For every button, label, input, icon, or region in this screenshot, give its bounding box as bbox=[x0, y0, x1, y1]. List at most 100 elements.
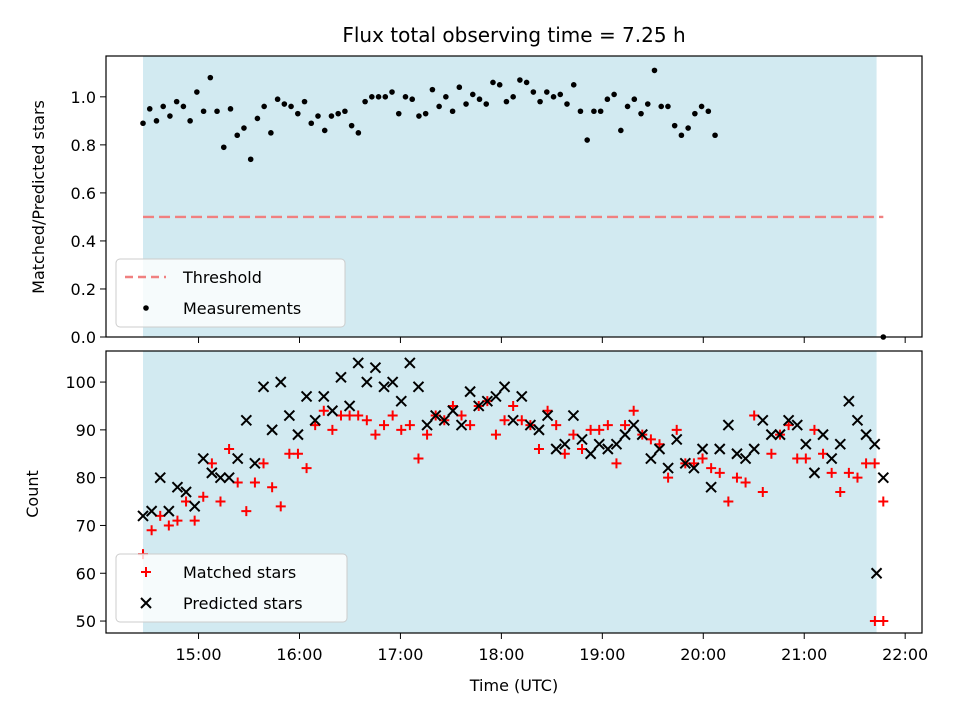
measurement-point bbox=[274, 96, 281, 103]
predicted-star-point bbox=[516, 390, 528, 403]
measurement-point bbox=[463, 101, 469, 107]
y-tick-label: 0.0 bbox=[71, 328, 96, 347]
measurement-point bbox=[335, 110, 341, 117]
matched-star-point bbox=[645, 434, 656, 445]
measurement-point bbox=[153, 118, 160, 124]
measurement-point bbox=[140, 120, 146, 127]
measurement-point bbox=[638, 110, 644, 117]
measurement-point bbox=[490, 79, 496, 86]
legend-measurement-swatch bbox=[143, 305, 149, 311]
predicted-star-point bbox=[395, 395, 407, 407]
predicted-star-point bbox=[197, 452, 209, 465]
matched-star-point bbox=[559, 448, 570, 459]
predicted-star-point bbox=[507, 414, 519, 427]
measurement-point bbox=[315, 113, 321, 119]
measurement-point bbox=[422, 110, 429, 117]
predicted-star-point bbox=[206, 467, 218, 479]
measurement-point bbox=[644, 101, 651, 107]
predicted-star-point bbox=[757, 414, 769, 427]
predicted-star-point bbox=[765, 428, 778, 441]
measurement-point bbox=[288, 103, 294, 110]
matched-star-point bbox=[447, 400, 458, 411]
measurement-point bbox=[449, 108, 456, 115]
measurement-point bbox=[705, 108, 712, 115]
predicted-star-point bbox=[369, 362, 382, 374]
matched-star-point bbox=[490, 429, 501, 440]
axes-frame bbox=[105, 55, 923, 338]
predicted-star-point bbox=[524, 419, 537, 431]
measurement-point bbox=[261, 103, 267, 110]
measurement-point bbox=[537, 98, 543, 105]
matched-star-point bbox=[551, 420, 562, 431]
measurement-point bbox=[207, 74, 214, 81]
matched-star-point bbox=[783, 420, 794, 431]
matched-star-point bbox=[275, 501, 286, 512]
matched-star-point bbox=[344, 410, 355, 421]
y-tick-label: 80 bbox=[76, 469, 96, 488]
y-tick-label: 100 bbox=[65, 373, 96, 392]
predicted-star-point bbox=[249, 457, 261, 470]
matched-star-point bbox=[628, 405, 639, 416]
predicted-star-point bbox=[576, 433, 588, 446]
measurement-point bbox=[496, 82, 503, 88]
measurement-point bbox=[631, 96, 638, 103]
measurement-point bbox=[227, 106, 234, 112]
predicted-star-point bbox=[275, 376, 287, 388]
matched-star-point bbox=[826, 467, 837, 478]
matched-star-point bbox=[163, 520, 174, 531]
measurement-point bbox=[146, 106, 153, 112]
measurement-point bbox=[247, 156, 254, 163]
matched-star-point bbox=[843, 467, 854, 478]
measurement-point bbox=[550, 94, 557, 100]
bottom-y-axis-label: Count bbox=[23, 470, 42, 518]
predicted-star-point bbox=[679, 457, 692, 470]
legend-matched-swatch bbox=[141, 567, 151, 577]
predicted-star-point bbox=[490, 390, 502, 403]
predicted-star-point bbox=[447, 405, 459, 417]
matched-star-point bbox=[318, 405, 329, 416]
predicted-star-point bbox=[851, 414, 864, 427]
chart-title: Flux total observing time = 7.25 h bbox=[342, 23, 685, 47]
measurement-point bbox=[456, 84, 463, 91]
matched-star-point bbox=[284, 448, 295, 459]
predicted-star-point bbox=[782, 414, 795, 427]
measurement-point bbox=[234, 132, 241, 139]
predicted-star-point bbox=[438, 414, 451, 427]
measurement-point bbox=[395, 110, 402, 117]
legend-box bbox=[115, 553, 348, 623]
measurement-point bbox=[342, 108, 348, 115]
matched-star-point bbox=[292, 448, 303, 459]
x-tick-label: 18:00 bbox=[478, 645, 524, 664]
matched-star-point bbox=[335, 410, 346, 421]
matched-star-point bbox=[749, 410, 760, 421]
y-tick-label: 1.0 bbox=[71, 88, 96, 107]
predicted-star-point bbox=[877, 471, 890, 484]
top-y-axis-label: Matched/Predicted stars bbox=[29, 100, 48, 294]
measurement-point bbox=[281, 101, 288, 107]
predicted-star-point bbox=[870, 567, 883, 579]
matched-star-point bbox=[249, 477, 260, 488]
predicted-star-point bbox=[808, 467, 821, 479]
matched-star-point bbox=[766, 448, 777, 459]
predicted-star-point bbox=[188, 500, 201, 513]
counts-panel: 50 60 70 80 90 100 15:00 16:00 17:00 18:00 19:00 20… bbox=[65, 350, 928, 664]
predicted-star-point bbox=[714, 443, 726, 455]
matched-star-point bbox=[620, 420, 631, 431]
legend-predicted-swatch bbox=[140, 597, 152, 609]
measurement-point bbox=[698, 103, 705, 110]
predicted-star-point bbox=[481, 395, 494, 407]
predicted-star-point bbox=[378, 381, 390, 393]
predicted-star-point bbox=[817, 428, 829, 441]
x-tick-label: 19:00 bbox=[579, 645, 625, 664]
predicted-star-point bbox=[602, 443, 614, 455]
matched-star-point bbox=[310, 420, 321, 431]
matched-star-point bbox=[714, 467, 725, 478]
measurement-point bbox=[651, 67, 658, 74]
measurement-point bbox=[665, 103, 671, 110]
matched-star-point bbox=[869, 616, 880, 627]
y-tick-label: 50 bbox=[76, 612, 96, 631]
matched-star-point bbox=[146, 525, 157, 536]
measurement-point bbox=[692, 110, 698, 117]
predicted-star-point bbox=[292, 428, 304, 441]
measurement-point bbox=[712, 132, 718, 139]
